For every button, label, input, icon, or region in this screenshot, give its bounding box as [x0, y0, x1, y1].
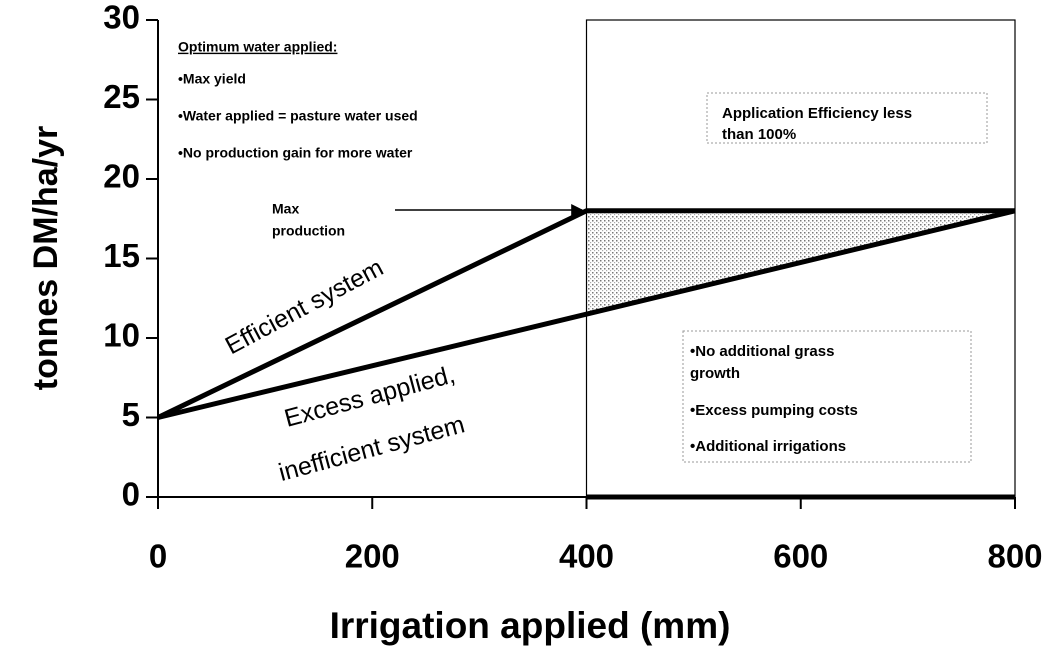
y-tick-label: 25: [103, 78, 140, 115]
y-tick-label: 0: [122, 476, 140, 513]
annotation-box: [706, 92, 988, 144]
annotation-title: Optimum water applied:: [178, 39, 337, 55]
x-tick-label: 800: [987, 538, 1042, 575]
annotation: •No production gain for more water: [178, 145, 413, 161]
y-tick-label: 30: [103, 0, 140, 36]
annotation: Application Efficiency less: [722, 105, 912, 122]
annotation: Max: [272, 201, 299, 217]
annotation: •No additional grass: [690, 343, 834, 360]
y-tick-label: 15: [103, 237, 140, 274]
annotation: than 100%: [722, 126, 796, 143]
annotation-box: [682, 330, 972, 463]
series-line: [156, 208, 1015, 420]
y-tick-label: 20: [103, 158, 140, 195]
x-tick-label: 600: [773, 538, 828, 575]
y-tick-label: 5: [122, 396, 140, 433]
x-axis-label: Irrigation applied (mm): [330, 605, 731, 646]
annotation: •Max yield: [178, 71, 246, 87]
y-axis-label: tonnes DM/ha/yr: [27, 126, 65, 390]
annotation: •Water applied = pasture water used: [178, 108, 418, 124]
annotation: •Additional irrigations: [690, 438, 846, 455]
x-tick-label: 200: [345, 538, 400, 575]
annotation: •Excess pumping costs: [690, 402, 858, 419]
y-tick-label: 10: [103, 317, 140, 354]
x-tick-label: 400: [559, 538, 614, 575]
annotation: growth: [690, 365, 740, 382]
x-tick-label: 0: [149, 538, 167, 575]
series-line: [157, 208, 1016, 420]
series-label: Efficient system: [221, 253, 388, 360]
annotation: production: [272, 223, 345, 239]
